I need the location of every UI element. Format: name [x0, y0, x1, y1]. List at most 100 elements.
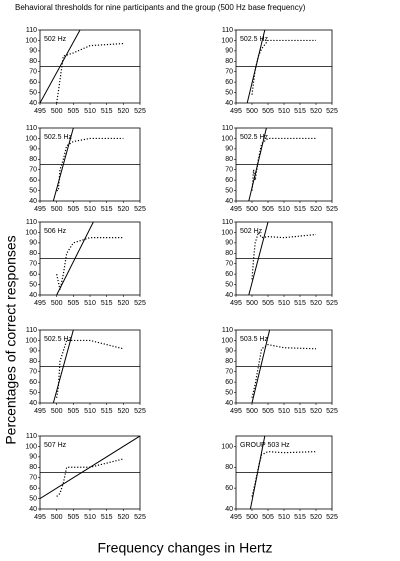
x-tick-label: 510 [278, 206, 290, 213]
x-tick-label: 500 [51, 408, 63, 415]
x-tick-label: 515 [294, 108, 306, 115]
x-tick-label: 505 [262, 408, 274, 415]
x-tick-label: 505 [67, 300, 79, 307]
x-tick-label: 525 [326, 108, 338, 115]
x-tick-label: 510 [278, 300, 290, 307]
y-tick-label: 80 [29, 250, 37, 257]
y-tick-label: 50 [225, 89, 233, 96]
y-tick-label: 70 [29, 475, 37, 482]
data-line [56, 137, 124, 192]
y-tick-label: 110 [26, 219, 37, 226]
x-tick-label: 520 [310, 300, 322, 307]
y-tick-label: 50 [225, 281, 233, 288]
data-line [56, 339, 124, 398]
y-tick-label: 90 [29, 454, 37, 461]
fit-line [248, 128, 267, 201]
fit-line [52, 128, 74, 201]
x-tick-label: 510 [84, 408, 96, 415]
x-tick-label: 500 [51, 108, 63, 115]
y-tick-label: 60 [29, 271, 37, 278]
y-tick-label: 90 [225, 146, 233, 153]
y-tick-label: 70 [29, 167, 37, 174]
y-tick-label: 80 [29, 358, 37, 365]
y-tick-label: 60 [29, 79, 37, 86]
panel: 40 50 60 70 80 90 100 110 495 500 505 510 515 520 525 5… [221, 125, 338, 213]
y-tick-label: 50 [29, 187, 37, 194]
y-tick-label: 40 [29, 506, 37, 513]
y-tick-label: 40 [225, 506, 233, 513]
y-tick-label: 100 [221, 337, 233, 344]
y-tick-label: 50 [29, 389, 37, 396]
y-tick-label: 80 [29, 156, 37, 163]
x-tick-label: 515 [294, 300, 306, 307]
x-tick-label: 515 [294, 206, 306, 213]
data-line [251, 230, 317, 280]
x-tick-label: 500 [246, 514, 258, 521]
fit-line [246, 30, 266, 103]
x-tick-label: 505 [262, 514, 274, 521]
y-tick-label: 60 [29, 177, 37, 184]
x-tick-label: 520 [117, 408, 129, 415]
y-tick-label: 50 [29, 89, 37, 96]
panel-label: 503.5 Hz [240, 336, 269, 343]
panel: 40 50 60 70 80 90 100 110 495 500 505 510 515 520 525 5… [25, 433, 146, 521]
panel-label: 502 Hz [240, 228, 263, 235]
y-tick-label: 40 [29, 198, 37, 205]
y-tick-label: 80 [225, 250, 233, 257]
x-tick-label: 515 [101, 514, 113, 521]
y-tick-label: 80 [29, 58, 37, 65]
x-tick-label: 510 [84, 206, 96, 213]
plot-area [236, 330, 332, 403]
panel-label: 502.5 Hz [240, 36, 269, 43]
x-tick-label: 505 [262, 300, 274, 307]
data-line [56, 237, 124, 290]
y-tick-label: 40 [29, 100, 37, 107]
x-tick-label: 505 [67, 514, 79, 521]
x-tick-label: 515 [294, 408, 306, 415]
y-tick-label: 40 [225, 400, 233, 407]
y-tick-label: 100 [221, 443, 233, 450]
x-tick-label: 495 [230, 206, 242, 213]
x-tick-label: 495 [34, 108, 46, 115]
data-line [56, 42, 124, 103]
data-line [251, 39, 316, 95]
x-tick-label: 505 [262, 108, 274, 115]
y-tick-label: 60 [225, 271, 233, 278]
panel-label: 507 Hz [44, 442, 67, 449]
fit-line [248, 222, 269, 295]
plot-area [40, 330, 140, 403]
panel: 40 50 60 70 80 90 100 110 495 500 505 510 515 520 525 5… [25, 125, 146, 213]
y-tick-label: 50 [225, 389, 233, 396]
x-tick-label: 500 [246, 408, 258, 415]
y-tick-label: 50 [29, 281, 37, 288]
y-tick-label: 90 [225, 240, 233, 247]
y-tick-label: 40 [29, 400, 37, 407]
plot-area [40, 436, 140, 499]
y-tick-label: 100 [221, 229, 233, 236]
y-tick-label: 70 [225, 167, 233, 174]
x-tick-label: 520 [117, 108, 129, 115]
plot-area [40, 128, 140, 201]
y-tick-label: 100 [25, 337, 37, 344]
y-tick-label: 80 [225, 58, 233, 65]
data-line [251, 137, 316, 191]
y-tick-label: 60 [225, 177, 233, 184]
y-tick-label: 110 [26, 433, 37, 440]
x-tick-label: 495 [34, 206, 46, 213]
x-tick-label: 510 [278, 108, 290, 115]
fit-line [52, 330, 74, 403]
y-tick-label: 40 [225, 100, 233, 107]
x-tick-label: 515 [294, 514, 306, 521]
panel: 40 50 60 70 80 90 100 110 495 500 505 510 515 520 525 5… [25, 27, 146, 115]
x-tick-label: 510 [84, 300, 96, 307]
x-tick-label: 525 [326, 300, 338, 307]
plot-area [236, 436, 332, 509]
x-tick-label: 525 [134, 408, 146, 415]
y-tick-label: 80 [225, 156, 233, 163]
x-tick-label: 510 [278, 514, 290, 521]
y-tick-label: 100 [25, 229, 37, 236]
x-tick-label: 525 [134, 514, 146, 521]
x-tick-label: 495 [34, 300, 46, 307]
y-tick-label: 40 [225, 198, 233, 205]
x-tick-label: 505 [67, 408, 79, 415]
